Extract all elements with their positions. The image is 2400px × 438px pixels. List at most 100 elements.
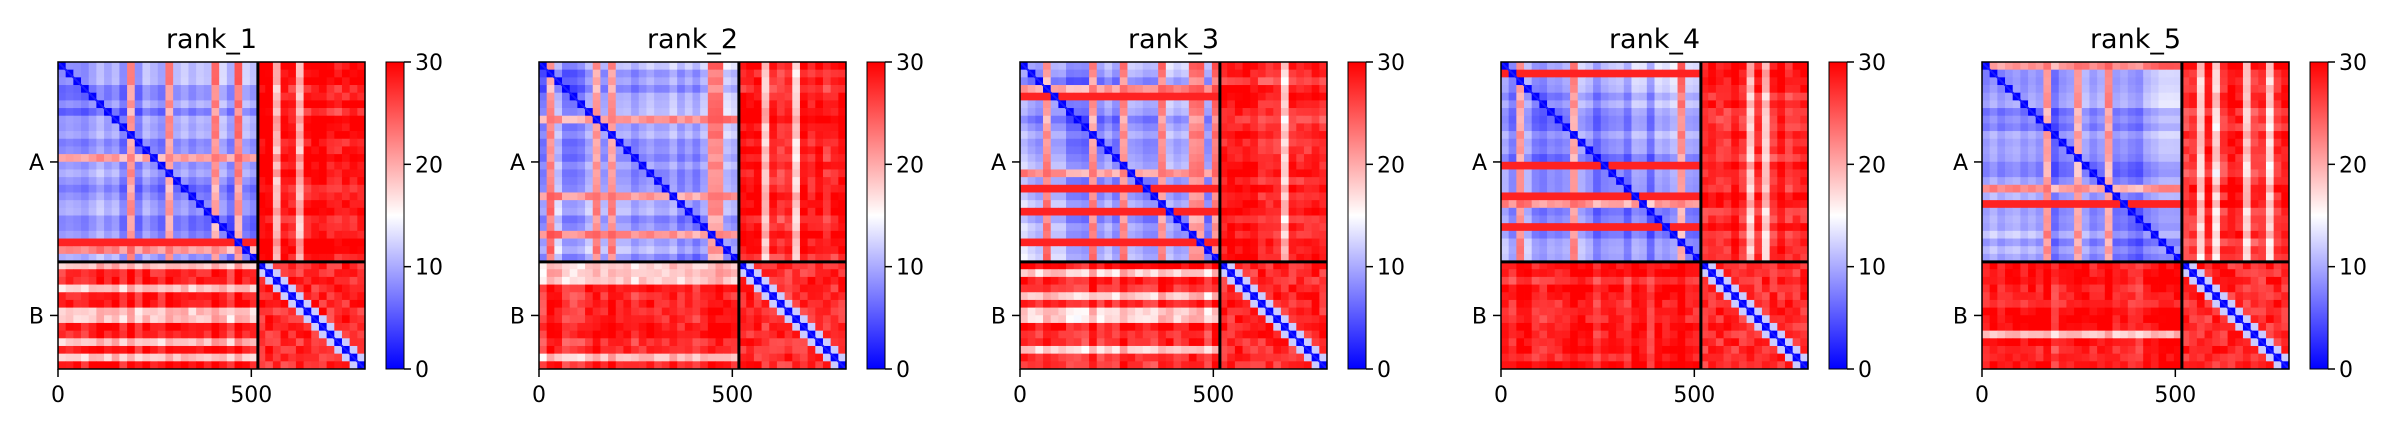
- heatmap-cell: [746, 146, 755, 155]
- heatmap-cell: [700, 299, 709, 308]
- heatmap-cell: [807, 292, 816, 301]
- heatmap-cell: [1127, 261, 1136, 270]
- heatmap-cell: [1158, 315, 1167, 324]
- heatmap-cell: [295, 215, 304, 224]
- heatmap-cell: [569, 353, 578, 362]
- heatmap-cell: [104, 169, 113, 178]
- heatmap-cell: [96, 77, 105, 86]
- heatmap-cell: [1227, 92, 1236, 101]
- heatmap-cell: [1211, 315, 1220, 324]
- heatmap-cell: [1119, 315, 1128, 324]
- heatmap-cell: [242, 330, 251, 339]
- heatmap-cell: [226, 299, 235, 308]
- heatmap-cell: [646, 299, 655, 308]
- heatmap-cell: [303, 246, 312, 255]
- heatmap-cell: [631, 169, 640, 178]
- heatmap-cell: [219, 154, 228, 163]
- heatmap-cell: [1204, 131, 1213, 140]
- heatmap-cell: [792, 69, 801, 78]
- heatmap-cell: [784, 315, 793, 324]
- heatmap-cell: [700, 100, 709, 109]
- heatmap-cell: [295, 315, 304, 324]
- heatmap-cell: [157, 361, 166, 370]
- heatmap-cell: [81, 146, 90, 155]
- heatmap-cell: [838, 338, 847, 347]
- heatmap-cell: [334, 131, 343, 140]
- heatmap-cell: [1204, 307, 1213, 316]
- heatmap-cell: [265, 276, 274, 285]
- heatmap-cell: [661, 85, 670, 94]
- heatmap-cell: [1127, 338, 1136, 347]
- heatmap-cell: [1150, 123, 1159, 132]
- heatmap-cell: [1035, 207, 1044, 216]
- heatmap-cell: [623, 100, 632, 109]
- heatmap-cell: [1685, 62, 1694, 71]
- heatmap-cell: [173, 146, 182, 155]
- heatmap-cell: [1257, 169, 1266, 178]
- heatmap-cell: [746, 85, 755, 94]
- heatmap-cell: [654, 230, 663, 239]
- heatmap-cell: [615, 131, 624, 140]
- heatmap-cell: [1265, 315, 1274, 324]
- heatmap-cell: [746, 299, 755, 308]
- heatmap-cell: [815, 322, 824, 332]
- heatmap-cell: [188, 223, 197, 232]
- heatmap-cell: [769, 238, 778, 247]
- heatmap-cell: [1096, 276, 1105, 285]
- heatmap-cell: [81, 307, 90, 316]
- heatmap-cell: [1211, 299, 1220, 308]
- heatmap-cell: [1027, 345, 1036, 355]
- heatmap-cell: [1173, 353, 1182, 362]
- heatmap-cell: [1211, 307, 1220, 316]
- heatmap-cell: [173, 100, 182, 109]
- heatmap-cell: [1158, 123, 1167, 132]
- heatmap-cell: [638, 284, 647, 293]
- heatmap-cell: [753, 123, 762, 132]
- heatmap-cell: [119, 192, 128, 201]
- heatmap-cell: [58, 223, 67, 232]
- heatmap-cell: [1227, 253, 1236, 262]
- heatmap-cell: [1196, 307, 1205, 316]
- heatmap-cell: [349, 69, 358, 78]
- heatmap-cell: [1173, 69, 1182, 78]
- heatmap-cell: [73, 85, 82, 94]
- heatmap-cell: [1303, 200, 1313, 209]
- heatmap-cell: [1135, 299, 1144, 308]
- heatmap-cell: [58, 299, 67, 308]
- heatmap-cell: [776, 69, 785, 78]
- heatmap-cell: [615, 177, 624, 186]
- heatmap-cell: [334, 345, 343, 355]
- heatmap-cell: [1700, 69, 1709, 78]
- heatmap-cell: [1043, 146, 1052, 155]
- heatmap-cell: [1112, 307, 1121, 316]
- heatmap-cell: [692, 100, 701, 109]
- heatmap-cell: [1219, 330, 1228, 339]
- heatmap-cell: [1043, 284, 1052, 293]
- heatmap-cell: [196, 207, 205, 216]
- heatmap-cell: [295, 184, 304, 193]
- heatmap-cell: [1043, 223, 1052, 232]
- heatmap-cell: [249, 261, 258, 270]
- heatmap-cell: [776, 353, 785, 362]
- heatmap-cell: [608, 315, 617, 324]
- heatmap-cell: [677, 192, 686, 201]
- heatmap-cell: [1303, 361, 1313, 370]
- heatmap-cell: [1227, 338, 1236, 347]
- heatmap-cell: [1089, 230, 1098, 239]
- heatmap-cell: [654, 315, 663, 324]
- heatmap-cell: [1127, 223, 1136, 232]
- heatmap-cell: [661, 161, 670, 170]
- heatmap-cell: [65, 184, 74, 193]
- heatmap-cell: [1158, 361, 1167, 370]
- heatmap-cell: [1119, 292, 1128, 301]
- heatmap-cell: [334, 85, 343, 94]
- heatmap-cell: [303, 200, 312, 209]
- heatmap-cell: [1280, 115, 1290, 124]
- heatmap-cell: [592, 345, 601, 355]
- heatmap-cell: [142, 284, 151, 293]
- heatmap-cell: [1288, 62, 1297, 71]
- heatmap-cell: [357, 161, 366, 170]
